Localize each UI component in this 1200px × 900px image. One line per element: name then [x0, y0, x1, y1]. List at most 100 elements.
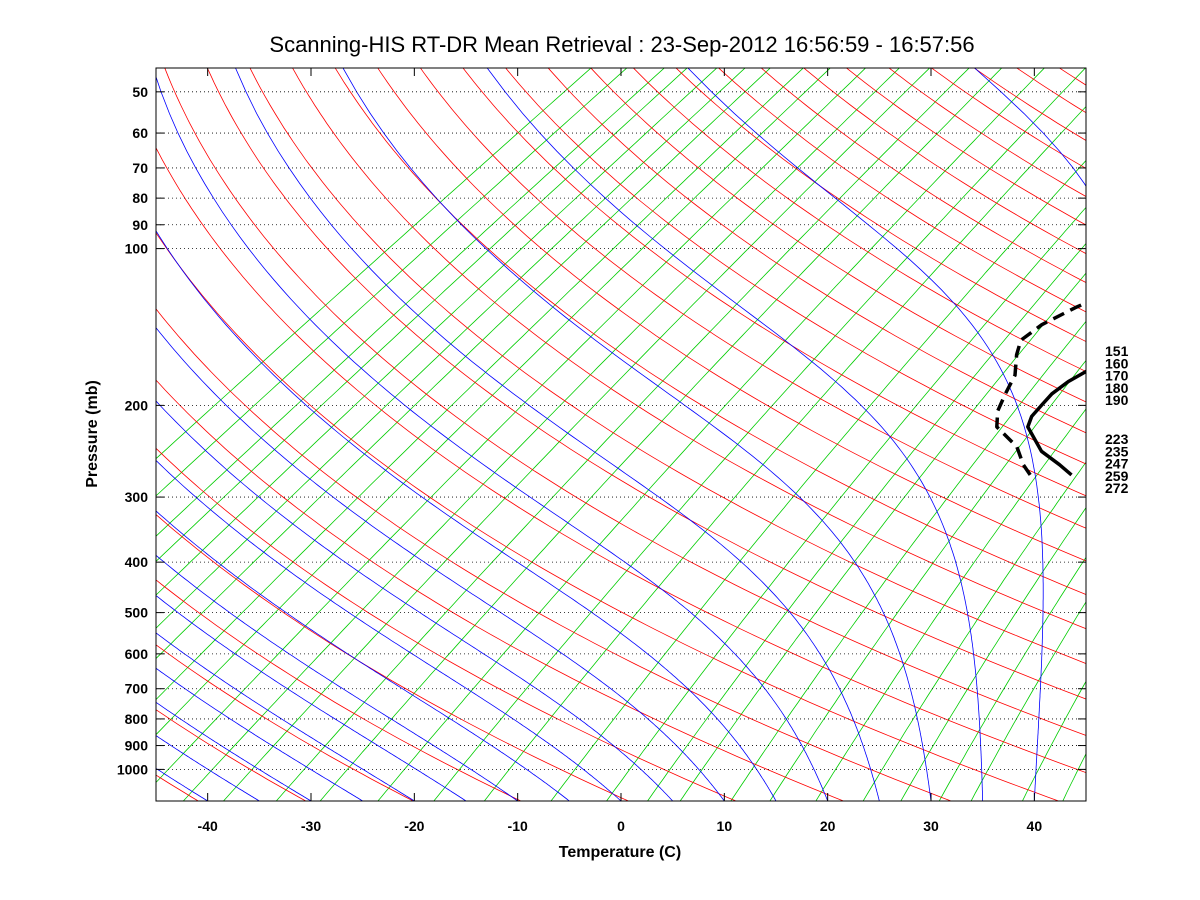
- dry-adiabat-line: [1023, 15, 1200, 829]
- moist-adiabat-line: [156, 667, 363, 801]
- mixing-ratio-line: [156, 68, 771, 660]
- mixing-ratio-line: [156, 68, 628, 497]
- y-tick-label: 900: [125, 738, 149, 754]
- dry-adiabat-line: [632, 68, 1086, 373]
- y-tick-label: 70: [132, 160, 148, 176]
- moist-adiabat-line: [156, 701, 312, 801]
- dry-adiabat-line: [462, 68, 1086, 497]
- x-tick-label: -30: [301, 818, 321, 834]
- mixing-ratio-line: [815, 408, 1086, 801]
- mixing-ratio-line: [275, 68, 970, 801]
- dry-adiabat-line: [292, 68, 1086, 630]
- mixing-ratio-line: [550, 159, 1086, 801]
- dry-adiabat-line: [156, 379, 845, 801]
- y-tick-label: 50: [132, 84, 148, 100]
- mixing-ratio-line: [319, 68, 1003, 801]
- x-axis-ticks: -40 -30 -20 -10 0 10 20 30 40: [198, 68, 1042, 834]
- dry-adiabat-line: [156, 644, 415, 801]
- temperature-profile-line: [1026, 369, 1086, 477]
- mixing-ratio-line: [938, 556, 1086, 801]
- dry-adiabat-line: [419, 68, 1086, 529]
- mixing-ratio-line: [483, 105, 1086, 801]
- moist-adiabat-line: [156, 230, 777, 801]
- mixing-ratio-line: [970, 601, 1086, 801]
- dry-adiabat-line: [156, 308, 953, 801]
- moist-adiabat-line: [156, 400, 673, 801]
- dry-adiabat-line: [718, 68, 1086, 313]
- dry-adiabat-line: [973, 68, 1086, 141]
- moist-adiabat-line: [156, 459, 622, 801]
- dry-adiabat-line: [675, 68, 1086, 342]
- mixing-ratio-line: [647, 242, 1086, 801]
- dry-adiabat-line: [547, 68, 1086, 434]
- moist-adiabat-line: [156, 735, 260, 801]
- y-tick-label: 1000: [117, 761, 148, 777]
- chart-title: Scanning-HIS RT-DR Mean Retrieval : 23-S…: [269, 32, 974, 57]
- moist-adiabat-line: [156, 327, 725, 801]
- mixing-ratio-line: [156, 68, 804, 701]
- mixing-ratio-line: [862, 461, 1086, 801]
- dry-adiabat-line: [930, 68, 1086, 169]
- dry-adiabat-line: [156, 146, 1086, 774]
- right-side-label: 247: [1105, 456, 1129, 472]
- dry-adiabat-line: [845, 68, 1086, 226]
- dry-adiabat-line: [0, 15, 135, 829]
- dry-adiabat-line: [249, 68, 1086, 664]
- dry-adiabat-line: [760, 68, 1086, 284]
- right-side-label: 190: [1105, 392, 1129, 408]
- moist-adiabat-line: [156, 510, 570, 801]
- y-tick-label: 80: [132, 190, 148, 206]
- moist-adiabat-line: [973, 68, 1086, 801]
- moist-adiabat-line: [486, 68, 984, 801]
- dry-adiabat-line: [888, 68, 1086, 198]
- dry-adiabat-line: [377, 68, 1086, 562]
- dry-adiabat-line: [156, 774, 200, 801]
- moist-adiabat-line: [156, 595, 467, 801]
- x-tick-label: 30: [923, 818, 939, 834]
- mixing-ratio-line: [1099, 15, 1200, 829]
- moist-adiabat-line: [342, 68, 932, 801]
- right-side-label: 259: [1105, 468, 1129, 484]
- mixing-ratio-line: [222, 68, 931, 801]
- y-tick-label: 90: [132, 217, 148, 233]
- dewpoint-profile-line: [995, 300, 1086, 476]
- y-tick-label: 700: [125, 681, 149, 697]
- moist-adiabat-line: [687, 68, 1044, 801]
- dry-adiabat-line: [334, 68, 1086, 595]
- mixing-ratio-line: [679, 272, 1086, 801]
- y-tick-label: 60: [132, 125, 148, 141]
- dry-adiabat-line: [156, 232, 1060, 801]
- dry-adiabat-line: [156, 514, 630, 801]
- dry-adiabat-line: [590, 68, 1086, 403]
- dry-adiabat-line: [206, 68, 1086, 700]
- moist-adiabat-line: [156, 554, 518, 801]
- mixing-ratio-line: [156, 68, 831, 736]
- moist-adiabat-line: [156, 632, 415, 801]
- x-tick-label: -20: [404, 818, 424, 834]
- x-tick-label: -10: [508, 818, 528, 834]
- right-side-label: 160: [1105, 355, 1129, 371]
- right-side-label: 235: [1105, 443, 1129, 459]
- x-tick-label: -40: [198, 818, 218, 834]
- right-side-label: 272: [1105, 480, 1129, 496]
- dry-adiabat-line: [156, 447, 738, 801]
- dry-adiabat-line: [803, 68, 1086, 255]
- y-tick-label: 100: [125, 241, 149, 257]
- mixing-ratio-line: [156, 68, 746, 629]
- mixing-ratio-line: [1021, 680, 1086, 801]
- x-tick-label: 10: [717, 818, 733, 834]
- y-tick-label: 800: [125, 711, 149, 727]
- y-axis-ticks: 50 60 70 80 90 100 200 300 400 500 600 700 800 900 100…: [117, 84, 1086, 777]
- mixing-ratio-line: [606, 206, 1086, 801]
- y-axis-label: Pressure (mb): [84, 380, 101, 488]
- mixing-ratio-line: [182, 68, 900, 801]
- right-side-label: 151: [1105, 343, 1129, 359]
- y-tick-label: 300: [125, 489, 149, 505]
- dry-adiabat-line: [1058, 68, 1086, 86]
- right-side-label: 170: [1105, 368, 1129, 384]
- mixing-ratio-line: [156, 68, 688, 562]
- dry-adiabat-line: [1063, 15, 1200, 829]
- profiles: [995, 300, 1086, 477]
- moist-adiabat-line: [235, 68, 880, 801]
